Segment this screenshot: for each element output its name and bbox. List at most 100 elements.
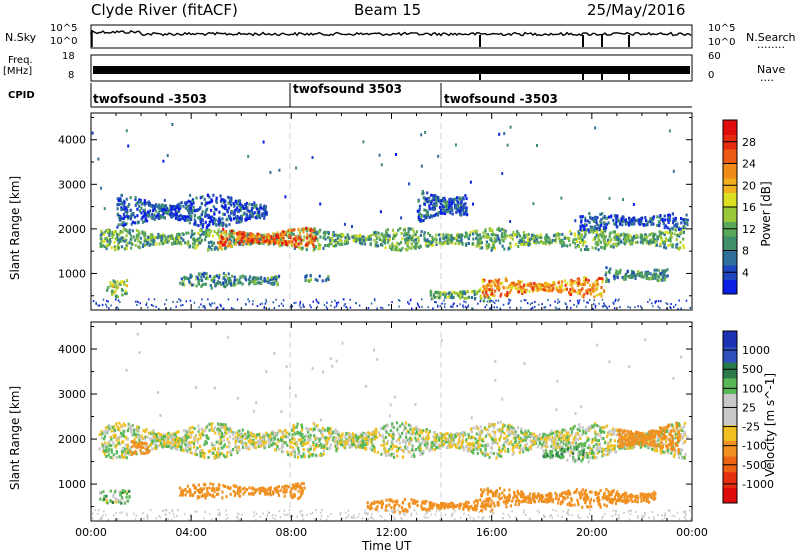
data-cell (190, 218, 193, 221)
data-cell (125, 214, 128, 218)
data-cell (134, 243, 137, 247)
data-cell (259, 203, 262, 207)
data-cell (373, 298, 376, 301)
data-cell (532, 442, 535, 446)
data-cell (641, 241, 644, 245)
data-cell (215, 223, 218, 227)
data-cell (189, 299, 192, 302)
data-cell (190, 203, 193, 207)
data-cell (200, 222, 203, 226)
data-cell (264, 205, 268, 209)
data-cell (467, 236, 470, 240)
data-cell (245, 278, 248, 282)
data-cell (568, 238, 571, 242)
data-cell (145, 302, 148, 305)
data-cell (231, 232, 234, 236)
data-cell (605, 222, 609, 226)
data-cell (288, 228, 291, 232)
data-cell (374, 244, 377, 248)
data-cell (488, 245, 491, 249)
data-cell (292, 423, 295, 427)
data-cell (276, 283, 279, 287)
data-cell (523, 283, 526, 287)
data-cell (246, 240, 249, 244)
data-cell (193, 222, 196, 226)
data-cell (477, 427, 480, 431)
data-cell (137, 239, 140, 243)
data-cell (325, 277, 328, 281)
data-cell (199, 436, 202, 440)
data-cell (657, 305, 659, 308)
data-cell (129, 237, 132, 241)
data-cell (409, 440, 412, 444)
data-cell (95, 301, 97, 304)
data-cell (424, 199, 427, 203)
data-cell (175, 305, 177, 308)
data-cell (663, 226, 666, 230)
data-cell (495, 452, 498, 456)
data-cell (261, 279, 264, 283)
data-cell (592, 238, 595, 242)
data-cell (659, 235, 663, 239)
data-cell (226, 437, 229, 441)
data-cell (374, 230, 377, 234)
data-cell (321, 279, 324, 283)
data-cell (608, 271, 611, 275)
data-cell (386, 240, 390, 244)
data-cell (429, 293, 432, 297)
data-cell (226, 277, 230, 281)
data-cell (217, 427, 220, 431)
data-cell (226, 210, 229, 214)
data-cell (228, 240, 231, 244)
data-cell (293, 243, 296, 247)
data-cell (601, 426, 604, 430)
data-cell (501, 447, 504, 451)
data-cell (338, 242, 341, 246)
data-cell (401, 237, 404, 241)
data-cell (434, 198, 437, 202)
data-cell (491, 288, 494, 292)
data-cell (218, 223, 221, 227)
data-cell (222, 205, 225, 209)
data-cell (378, 235, 381, 239)
data-cell (630, 274, 633, 278)
data-cell (503, 132, 506, 136)
data-cell (539, 287, 542, 291)
data-cell (229, 239, 232, 243)
data-cell (156, 236, 159, 240)
data-cell (186, 276, 189, 280)
data-cell (465, 197, 468, 201)
data-cell (534, 300, 536, 303)
data-cell (189, 275, 192, 279)
data-cell (259, 242, 263, 245)
data-cell (585, 278, 588, 282)
data-cell (441, 302, 443, 305)
data-cell (161, 215, 164, 219)
data-cell (127, 448, 130, 452)
data-cell (329, 443, 332, 447)
data-cell (587, 279, 590, 283)
data-cell (654, 301, 657, 304)
data-cell (631, 222, 634, 226)
data-cell (577, 433, 580, 437)
data-cell (374, 233, 377, 237)
data-cell (502, 235, 505, 239)
data-cell (587, 301, 589, 304)
data-cell (420, 441, 423, 445)
data-cell (224, 204, 227, 208)
data-cell (603, 302, 605, 305)
y-tick-label: 1000 (58, 267, 86, 280)
data-cell (579, 436, 582, 440)
data-cell (682, 441, 685, 445)
data-cell (91, 131, 94, 135)
data-cell (355, 443, 358, 447)
data-cell (446, 202, 449, 206)
data-cell (495, 239, 498, 243)
data-cell (445, 237, 448, 241)
data-cell (144, 213, 147, 217)
data-cell (199, 218, 202, 222)
data-cell (206, 224, 209, 228)
data-cell (106, 288, 109, 292)
data-cell (107, 286, 110, 290)
data-cell (613, 276, 616, 280)
